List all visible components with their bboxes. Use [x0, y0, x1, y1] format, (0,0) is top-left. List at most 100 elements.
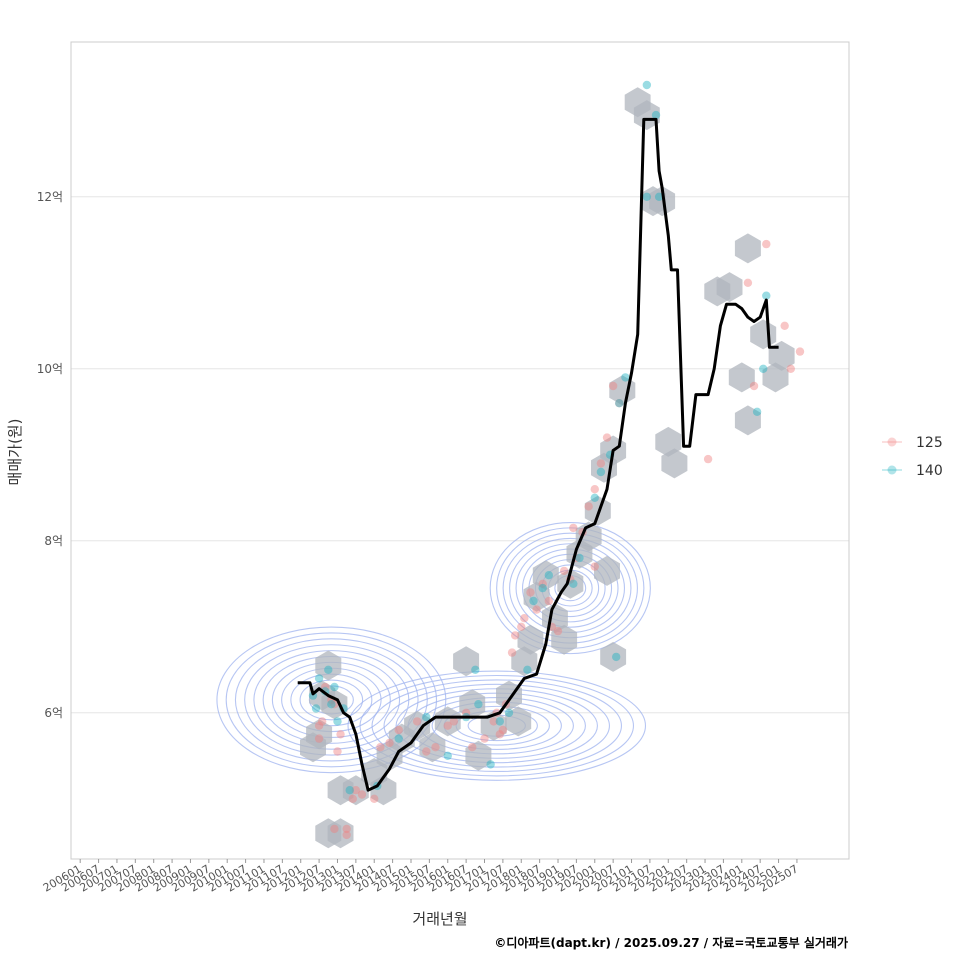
data-point-140: [311, 704, 321, 713]
hexbin-cell: [600, 641, 627, 672]
data-point-125: [602, 433, 612, 442]
source-caption: ©디아파트(dapt.kr) / 2025.09.27 / 자료=국토교통부 실…: [494, 935, 848, 950]
y-tick-label: 6억: [44, 706, 63, 720]
hexbin-cell: [661, 448, 688, 479]
data-point-125: [743, 278, 753, 287]
data-point-140: [333, 717, 342, 726]
data-point-140: [324, 665, 333, 674]
hexbin-cell: [557, 568, 584, 599]
data-point-125: [517, 622, 526, 631]
hexbin-cell: [532, 560, 559, 591]
data-point-140: [474, 700, 483, 709]
data-point-125: [330, 700, 339, 709]
data-point-125: [569, 523, 578, 533]
data-point-140: [642, 80, 652, 90]
data-point-140: [654, 192, 664, 201]
legend-label-125: 125: [916, 435, 943, 451]
data-point-140: [314, 674, 324, 683]
data-point-125: [412, 717, 422, 726]
data-point-140: [523, 665, 532, 674]
data-point-140: [394, 734, 403, 743]
data-point-140: [590, 493, 599, 502]
y-tick-label: 10억: [37, 362, 63, 376]
density-contour: [234, 532, 638, 773]
data-point-125: [336, 730, 345, 739]
data-point-140: [529, 596, 538, 606]
data-point-140: [443, 751, 452, 760]
data-point-140: [642, 192, 652, 201]
data-point-125: [342, 830, 351, 840]
data-point-140: [327, 700, 336, 709]
density-contour-ring: [225, 632, 438, 768]
hexbin-cell: [370, 775, 397, 806]
density-contour-ring: [347, 670, 647, 781]
density-contour-ring: [489, 522, 651, 655]
hexbin-cell: [434, 706, 461, 737]
hexbin-cell: [306, 719, 333, 750]
data-point-140: [621, 373, 630, 382]
density-contour-ring: [244, 644, 419, 756]
data-point-125: [422, 747, 431, 756]
data-point-140: [651, 110, 661, 120]
data-point-125: [538, 579, 547, 588]
data-point-125: [795, 347, 805, 356]
data-point-125: [520, 614, 529, 623]
density-contour-ring: [216, 626, 447, 774]
hexbin-cell: [459, 689, 486, 720]
density-contour-ring: [359, 674, 635, 777]
density-contour-ring: [383, 683, 610, 768]
data-point-140: [615, 399, 624, 408]
y-axis-ticks: 6억 8억 10억 12억: [37, 190, 63, 720]
data-point-125: [461, 708, 471, 717]
hexbin-cell: [728, 362, 755, 393]
data-point-125: [749, 381, 759, 391]
data-point-125: [394, 725, 403, 735]
density-contour: [244, 537, 632, 768]
data-point-125: [786, 364, 796, 373]
data-point-125: [559, 566, 569, 576]
data-point-125: [596, 459, 606, 468]
data-point-140: [422, 712, 431, 722]
data-point-140: [538, 583, 547, 593]
hexbin-cell: [716, 272, 743, 303]
data-point-125: [489, 717, 498, 726]
data-point-125: [314, 734, 324, 743]
data-point-140: [762, 291, 771, 300]
y-tick-label: 8억: [44, 534, 63, 548]
data-point-125: [498, 725, 508, 735]
hexbin-cell: [465, 740, 492, 771]
density-contour-ring: [234, 638, 428, 762]
data-point-125: [762, 239, 771, 249]
data-point-140: [612, 652, 621, 662]
hexbin-cell: [404, 710, 431, 741]
data-point-125: [553, 626, 563, 636]
data-point-125: [507, 648, 517, 657]
hexbin-cell: [575, 521, 602, 552]
legend-key-dot-125: [887, 437, 897, 447]
data-point-125: [449, 717, 459, 726]
legend-item-140: 140: [882, 463, 943, 479]
hexbin-cell: [496, 680, 522, 711]
data-point-125: [590, 485, 599, 494]
data-point-125: [480, 734, 489, 743]
data-point-125: [348, 794, 357, 803]
legend-label-140: 140: [916, 463, 943, 479]
data-point-140: [544, 571, 554, 580]
data-point-125: [468, 743, 477, 752]
legend-item-125: 125: [882, 435, 943, 451]
hexbin-cell: [551, 624, 578, 655]
hexbin-layer: [300, 87, 795, 849]
data-point-140: [752, 407, 762, 416]
data-point-140: [596, 467, 606, 477]
data-point-125: [510, 631, 520, 640]
data-point-125: [330, 824, 339, 834]
data-point-140: [575, 553, 584, 563]
density-contour: [216, 522, 651, 781]
data-point-125: [317, 717, 327, 726]
data-point-125: [780, 321, 789, 330]
legend: 125 140: [882, 435, 943, 479]
median-price-line: [297, 117, 779, 792]
data-point-125: [703, 454, 713, 464]
data-point-125: [495, 730, 505, 739]
